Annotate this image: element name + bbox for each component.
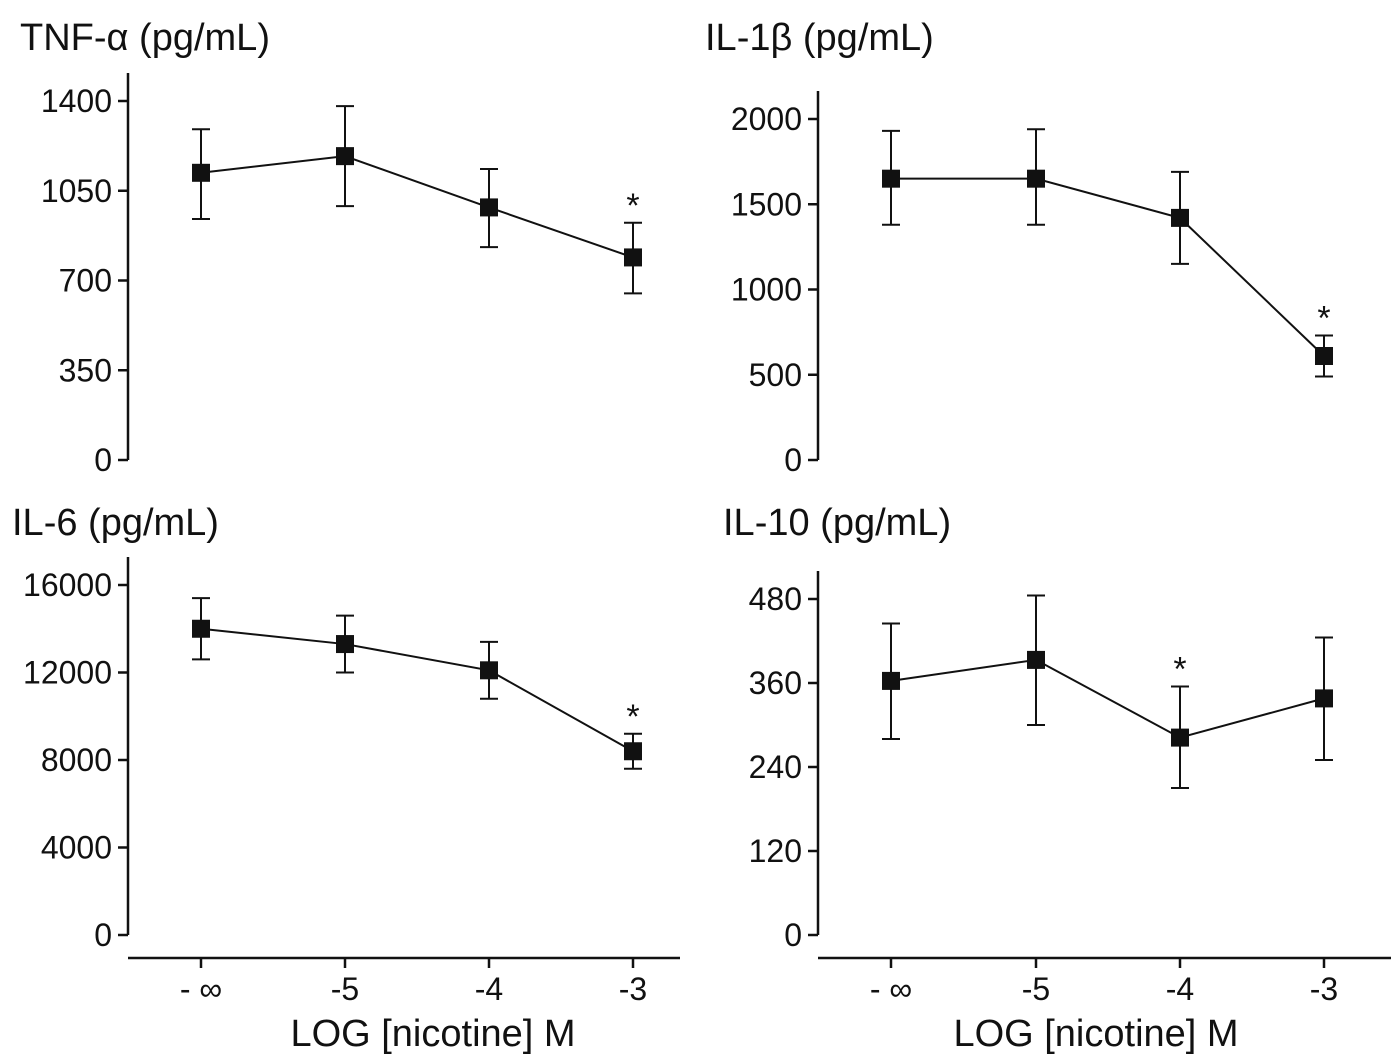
data-point [336,635,354,654]
y-tick-label: 240 [749,749,802,785]
significance-star: * [626,187,639,225]
series-line [890,658,1325,739]
y-tick-label: 0 [784,442,802,478]
panel-il-6: IL-6 (pg/mL) 0 4000 8000 12000 16000 - ∞ -5 -4 -… [12,502,680,1007]
panel-tnf-alpha: TNF-α (pg/mL) 0 350 700 1050 1400 * [20,17,642,478]
y-tick-label: 0 [94,917,112,953]
y-tick-label: 700 [59,263,112,299]
data-point [480,661,498,680]
panel-il-1-beta: IL-1β (pg/mL) 0 500 1000 1500 2000 * [705,17,1333,478]
y-tick-label: 120 [749,833,802,869]
y-tick-label: 8000 [41,742,112,778]
series-line [200,627,634,753]
significance-star: * [626,698,639,736]
panel-il-10: IL-10 (pg/mL) 0 120 240 360 480 - ∞ -5 -4 -3 * [723,502,1391,1007]
y-tick-label: 480 [749,581,802,617]
y-tick-label: 0 [784,917,802,953]
data-point [624,248,642,267]
y-tick-label: 360 [749,665,802,701]
series-line [891,177,1325,357]
significance-star: * [1317,300,1330,338]
data-point [192,619,210,638]
y-tick-label: 350 [59,352,112,388]
x-axis-label-left: LOG [nicotine] M [290,1013,575,1055]
data-point [1315,689,1333,708]
x-tick-label: -5 [1022,971,1050,1007]
x-tick-label: -3 [619,971,647,1007]
data-point [882,671,900,690]
y-tick-label: 4000 [41,830,112,866]
x-tick-label: -4 [1166,971,1194,1007]
y-tick-label: 500 [749,357,802,393]
data-point [1315,346,1333,365]
y-tick-label: 1000 [731,272,802,308]
data-point [336,147,354,166]
series-line [200,155,634,259]
x-axis-label-right: LOG [nicotine] M [953,1013,1238,1055]
y-tick-label: 12000 [23,655,112,691]
data-point [1027,650,1045,669]
x-tick-label: -4 [475,971,503,1007]
data-point [1027,169,1045,188]
y-tick-label: 0 [94,442,112,478]
x-tick-label: -5 [331,971,359,1007]
y-tick-label: 1500 [731,186,802,222]
panel-title: IL-1β (pg/mL) [705,17,934,59]
y-tick-label: 16000 [23,567,112,603]
panel-title: IL-6 (pg/mL) [12,502,219,544]
x-tick-label: - ∞ [870,971,912,1007]
data-point [882,169,900,188]
x-tick-label: - ∞ [180,971,222,1007]
x-tick-label: -3 [1310,971,1338,1007]
data-point [192,163,210,182]
y-tick-label: 1400 [41,83,112,119]
panel-title: TNF-α (pg/mL) [20,17,270,59]
data-point [1171,208,1189,227]
panel-title: IL-10 (pg/mL) [723,502,951,544]
data-point [624,742,642,761]
y-tick-label: 2000 [731,101,802,137]
data-point [1171,728,1189,747]
y-tick-label: 1050 [41,173,112,209]
data-point [480,198,498,217]
significance-star: * [1173,651,1186,689]
